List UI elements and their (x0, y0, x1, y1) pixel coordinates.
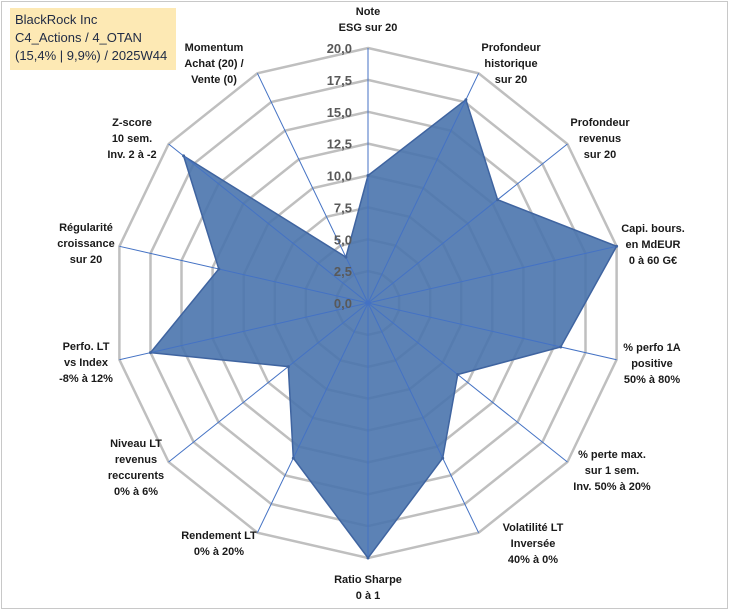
axis-label: 50% à 80% (624, 374, 680, 386)
data-point (286, 365, 290, 369)
details-label: (15,4% | 9,9%) / 2025W44 (15, 48, 168, 63)
data-point (344, 255, 348, 259)
axis-label: Achat (20) / (184, 58, 243, 70)
axis-label: Volatilité LT (503, 522, 564, 534)
axis-label: 40% à 0% (508, 554, 558, 566)
tick-label: 20,0 (327, 41, 352, 56)
axis-label: Capi. bours. (621, 223, 685, 235)
axis-label: 0 à 1 (356, 590, 380, 602)
axis-spoke (168, 302, 369, 463)
data-point (366, 556, 370, 560)
axis-label: 0% à 6% (114, 486, 158, 498)
axis-spoke (168, 143, 369, 304)
data-point (456, 373, 460, 376)
axis-label: sur 20 (495, 74, 527, 86)
tick-label: 17,5 (327, 73, 352, 88)
axis-spoke (119, 245, 369, 304)
axis-label: 10 sem. (112, 133, 152, 145)
tick-label: 15,0 (327, 105, 352, 120)
tick-label: 10,0 (327, 169, 352, 184)
axis-label: % perfo 1A (623, 342, 681, 354)
axis-label: Inversée (511, 538, 556, 550)
axis-label: Note (356, 6, 380, 18)
axis-label: positive (631, 358, 673, 370)
axis-spoke (367, 245, 617, 304)
axis-label: sur 20 (70, 254, 102, 266)
axis-label: Profondeur (570, 117, 630, 129)
axis-label: croissance (57, 238, 114, 250)
data-point (464, 98, 468, 102)
axis-label: ESG sur 20 (339, 22, 398, 34)
axis-label: revenus (579, 133, 621, 145)
data-point (291, 456, 295, 460)
tick-label: 2,5 (334, 264, 352, 279)
data-point (149, 351, 152, 355)
axis-label: Niveau LT (110, 438, 162, 450)
data-point (441, 456, 445, 460)
tick-label: 7,5 (334, 200, 352, 215)
axis-label: 0% à 20% (194, 546, 244, 558)
axis-label: Profondeur (481, 42, 541, 54)
axis-label: en MdEUR (626, 239, 681, 251)
axis-label: Inv. 2 à -2 (107, 149, 156, 161)
axis-label: Z-score (112, 117, 152, 129)
axis-spoke (367, 302, 480, 533)
axis-spoke (367, 143, 568, 304)
axis-label: Régularité (59, 222, 113, 234)
axis-label: sur 20 (584, 149, 616, 161)
data-point (615, 244, 619, 248)
axis-label: historique (484, 58, 537, 70)
axis-spoke (367, 73, 480, 304)
axis-label: Perfo. LT (63, 341, 110, 353)
axis-label: Ratio Sharpe (334, 574, 402, 586)
axis-label: reccurents (108, 470, 164, 482)
axis-label: Vente (0) (191, 74, 237, 86)
data-point (182, 154, 186, 158)
axis-label: revenus (115, 454, 157, 466)
axis-label: Momentum (185, 42, 244, 54)
axis-label: 0 à 60 G€ (629, 255, 677, 267)
axis-label: sur 1 sem. (585, 465, 639, 477)
company-name: BlackRock Inc (15, 12, 98, 27)
data-point (496, 198, 500, 202)
axis-spoke (367, 302, 617, 361)
axis-label: -8% à 12% (59, 373, 113, 385)
tick-label: 12,5 (327, 137, 352, 152)
data-polygon (149, 98, 618, 560)
data-point (559, 345, 563, 349)
axis-label: % perte max. (578, 449, 646, 461)
axis-spoke (256, 73, 369, 304)
tick-label: 0,0 (334, 296, 352, 311)
tick-label: 5,0 (334, 232, 352, 247)
title-box: BlackRock Inc C4_Actions / 4_OTAN (15,4%… (10, 8, 176, 70)
data-point (217, 267, 221, 271)
axis-label: vs Index (64, 357, 109, 369)
axis-spoke (367, 302, 568, 463)
data-point (366, 174, 370, 177)
axis-spoke (119, 302, 369, 361)
category-label: C4_Actions / 4_OTAN (15, 30, 142, 45)
axis-spoke (256, 302, 369, 533)
axis-label: Inv. 50% à 20% (573, 481, 651, 493)
axis-label: Rendement LT (181, 530, 257, 542)
